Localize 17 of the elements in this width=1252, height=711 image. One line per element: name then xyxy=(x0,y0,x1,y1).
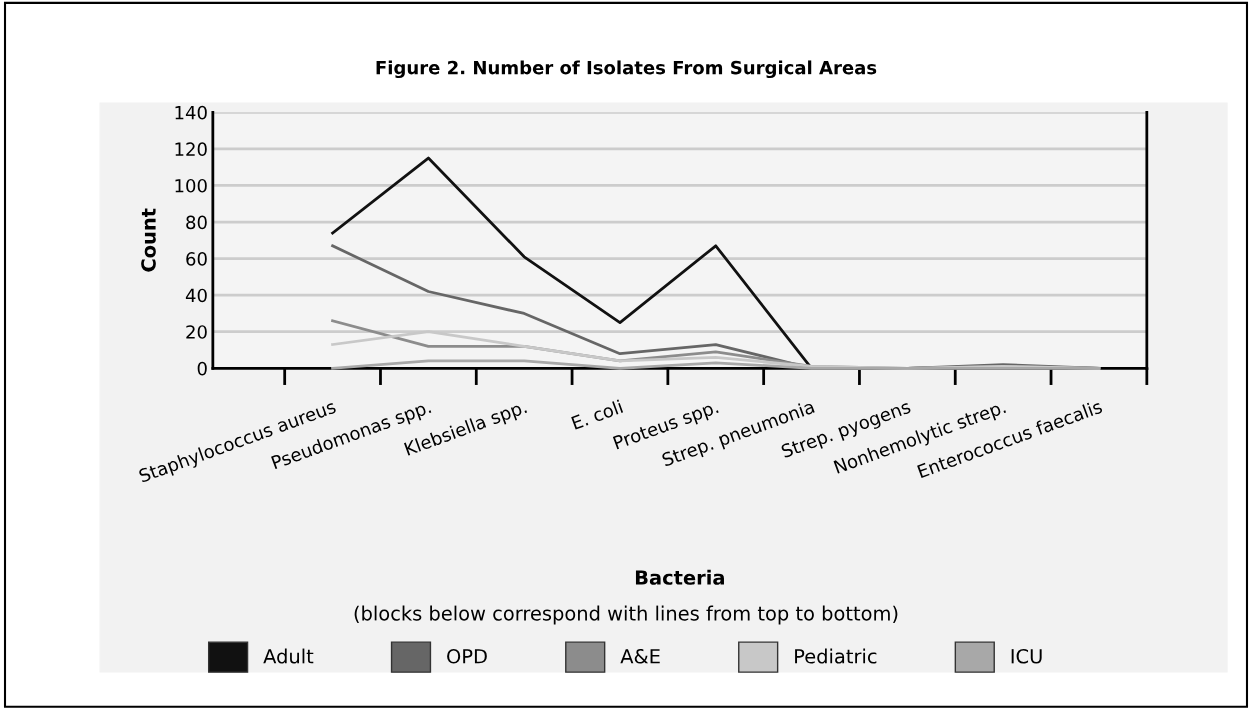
chart-title: Figure 2. Number of Isolates From Surgical Areas xyxy=(376,60,877,79)
y-tick-label: 140 xyxy=(175,105,207,120)
legend-label: Pediatric xyxy=(795,648,877,664)
y-axis-title: Count xyxy=(141,208,156,272)
legend-label: Adult xyxy=(263,648,314,664)
y-tick-label: 0 xyxy=(197,361,207,376)
y-tick-label: 40 xyxy=(185,288,207,303)
y-tick-label: 100 xyxy=(175,178,207,193)
y-tick-label: 20 xyxy=(186,325,207,339)
y-tick-label: 80 xyxy=(186,215,207,230)
y-tick-label: 120 xyxy=(175,142,207,157)
legend-label: OPD xyxy=(447,648,487,664)
legend-label: ICU xyxy=(1011,648,1042,664)
text: (blocks below correspond with lines from top to bottom) xyxy=(354,605,898,625)
x-axis-title: Bacteria xyxy=(635,569,724,585)
y-tick-label: 60 xyxy=(186,252,207,266)
legend-label: A&E xyxy=(620,648,660,664)
